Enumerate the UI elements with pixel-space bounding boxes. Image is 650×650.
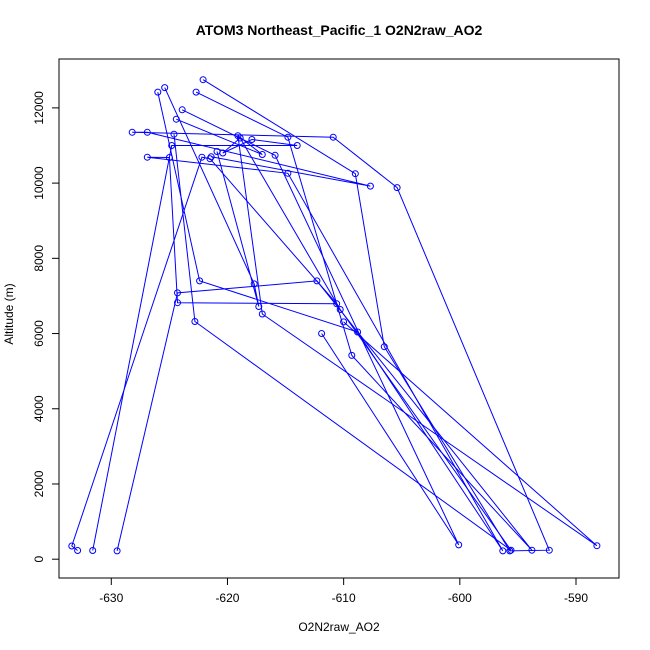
- data-point: [258, 151, 266, 158]
- series-line: [164, 87, 260, 307]
- data-point: [248, 136, 256, 143]
- data-point: [192, 88, 200, 96]
- data-point: [161, 84, 169, 92]
- data-point: [172, 115, 180, 123]
- data-point: [545, 546, 553, 554]
- data-point: [250, 280, 258, 288]
- data-point: [293, 142, 301, 149]
- data-point: [74, 547, 82, 554]
- data-point: [170, 130, 178, 138]
- data-point: [174, 289, 181, 297]
- data-point: [168, 142, 176, 149]
- y-tick-label: 12000: [32, 91, 46, 125]
- data-point: [348, 351, 356, 359]
- series-line: [176, 118, 598, 547]
- data-point: [207, 153, 215, 161]
- data-point: [366, 182, 374, 190]
- x-axis: -630 -620 -610 -600 -590: [99, 577, 588, 605]
- data-point: [255, 303, 263, 310]
- data-point: [206, 155, 214, 163]
- data-point: [219, 149, 227, 157]
- y-tick-label: 6000: [32, 320, 46, 347]
- data-point: [318, 330, 326, 337]
- data-point: [143, 153, 151, 161]
- data-point: [333, 300, 341, 308]
- chart-title: ATOM3 Northeast_Pacific_1 O2N2raw_AO2: [196, 22, 483, 38]
- data-point: [528, 546, 536, 554]
- data-point: [154, 88, 162, 96]
- data-point: [354, 328, 362, 336]
- data-point: [393, 184, 401, 192]
- y-tick-label: 2000: [32, 470, 46, 497]
- data-point: [340, 318, 348, 326]
- data-point: [236, 134, 244, 142]
- data-point: [89, 547, 97, 554]
- data-point: [506, 547, 514, 555]
- y-tick-label: 8000: [32, 245, 46, 272]
- data-point: [165, 154, 173, 161]
- data-point: [313, 277, 321, 285]
- data-point: [198, 153, 206, 161]
- data-point: [174, 299, 181, 307]
- x-tick-label: -620: [215, 591, 239, 605]
- y-axis: 0 2000 4000 6000 8000 10000 12000: [32, 91, 60, 563]
- data-point: [113, 547, 121, 555]
- y-axis-label: Altitude (m): [2, 283, 16, 344]
- data-point: [191, 318, 199, 325]
- series-layer: [68, 76, 601, 555]
- data-point: [380, 343, 388, 351]
- y-tick-label: 10000: [32, 166, 46, 200]
- data-point: [499, 547, 507, 555]
- data-point: [329, 133, 337, 141]
- y-tick-label: 4000: [32, 395, 46, 422]
- data-point: [128, 128, 136, 136]
- data-point: [351, 170, 359, 178]
- y-tick-label: 0: [32, 556, 46, 563]
- data-point: [284, 133, 292, 141]
- data-point: [196, 277, 204, 285]
- data-point: [68, 542, 76, 550]
- x-tick-label: -630: [99, 591, 123, 605]
- series-line: [181, 109, 460, 546]
- data-point: [507, 546, 515, 554]
- data-point: [199, 76, 207, 84]
- series-line: [92, 134, 512, 551]
- data-point: [258, 310, 266, 318]
- data-point: [284, 169, 292, 177]
- data-point: [271, 151, 279, 159]
- x-axis-label: O2N2raw_AO2: [298, 620, 380, 634]
- x-tick-label: -600: [448, 591, 472, 605]
- x-tick-label: -590: [564, 591, 588, 605]
- data-point: [143, 128, 151, 136]
- data-point: [455, 541, 463, 549]
- data-point: [336, 306, 344, 313]
- series-line: [116, 91, 533, 552]
- data-point: [178, 106, 186, 114]
- data-point: [234, 132, 242, 140]
- x-tick-label: -610: [332, 591, 356, 605]
- data-point: [593, 542, 601, 550]
